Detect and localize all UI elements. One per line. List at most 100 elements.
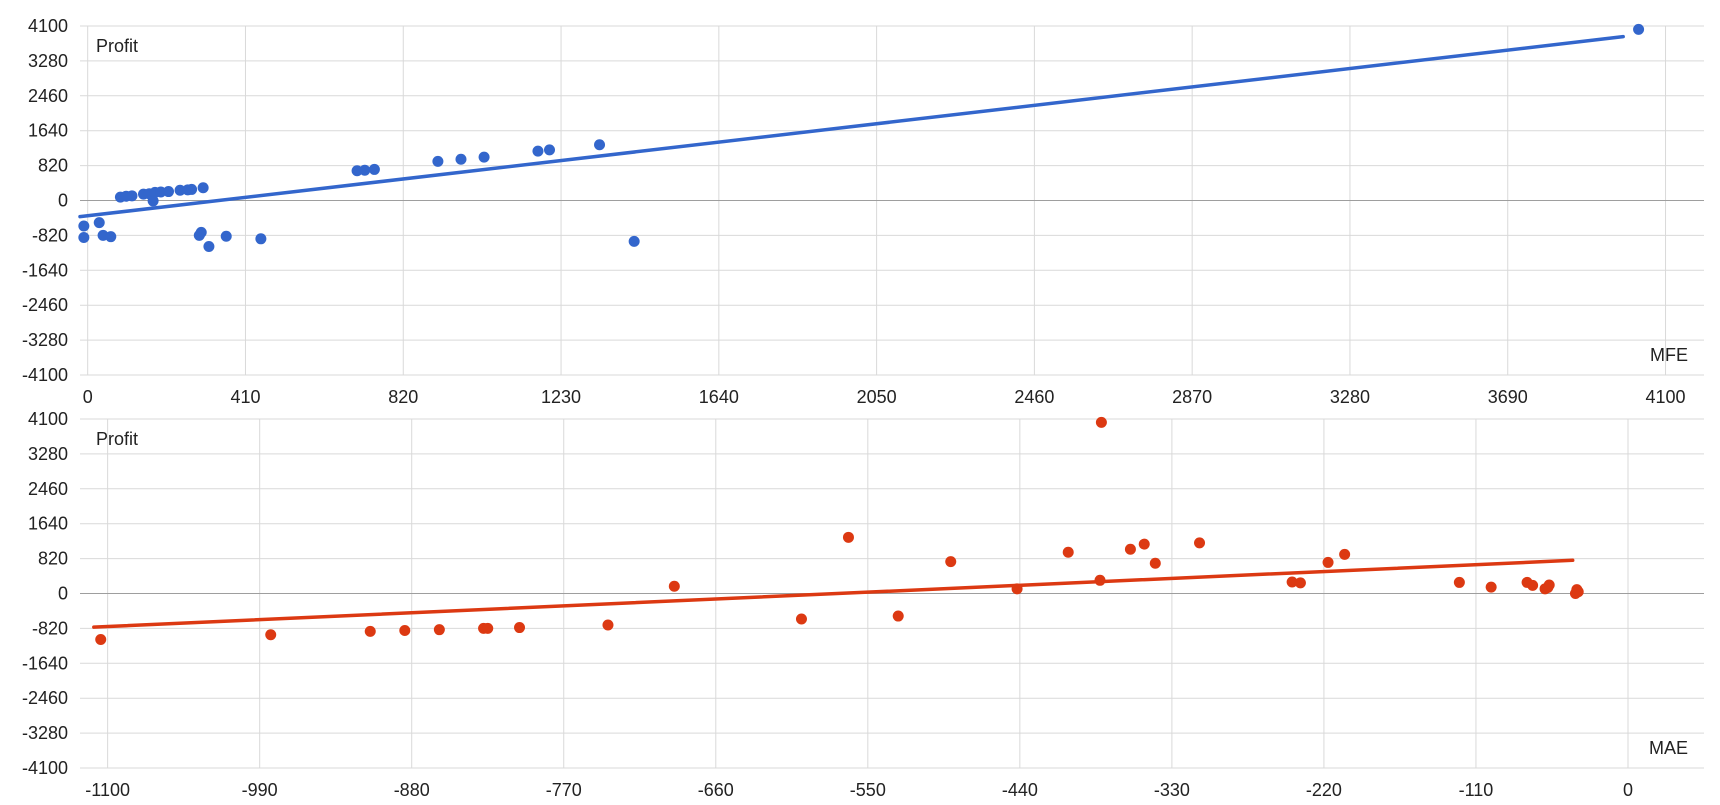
y-tick-label: 0 bbox=[58, 191, 68, 211]
x-tick-label: 410 bbox=[230, 387, 260, 407]
y-tick-label: 820 bbox=[38, 156, 68, 176]
x-tick-label: 0 bbox=[83, 387, 93, 407]
data-point bbox=[163, 186, 175, 198]
data-point bbox=[359, 164, 371, 176]
y-axis-label: Profit bbox=[96, 36, 138, 56]
data-point bbox=[193, 229, 205, 241]
x-tick-label: 3690 bbox=[1488, 387, 1528, 407]
x-tick-label: 2050 bbox=[857, 387, 897, 407]
data-point bbox=[1527, 579, 1539, 591]
y-tick-label: 1640 bbox=[28, 121, 68, 141]
data-point bbox=[455, 153, 467, 165]
x-tick-label: 1230 bbox=[541, 387, 581, 407]
data-point bbox=[842, 531, 854, 543]
data-point bbox=[478, 151, 490, 163]
x-tick-label: -770 bbox=[546, 780, 582, 800]
y-tick-label: 4100 bbox=[28, 409, 68, 429]
data-point bbox=[368, 163, 380, 175]
data-point bbox=[1138, 538, 1150, 550]
data-point bbox=[1543, 579, 1555, 591]
data-point bbox=[1149, 557, 1161, 569]
y-tick-label: 1640 bbox=[28, 514, 68, 534]
data-point bbox=[1124, 543, 1136, 555]
data-point bbox=[892, 610, 904, 622]
x-tick-label: -660 bbox=[698, 780, 734, 800]
data-point bbox=[93, 217, 105, 229]
data-point bbox=[126, 190, 138, 202]
y-tick-label: 3280 bbox=[28, 51, 68, 71]
x-tick-label: -330 bbox=[1154, 780, 1190, 800]
x-tick-label: -1100 bbox=[85, 780, 130, 800]
data-point bbox=[1339, 548, 1351, 560]
data-point bbox=[1095, 416, 1107, 428]
data-point bbox=[220, 230, 232, 242]
x-tick-label: 4100 bbox=[1645, 387, 1685, 407]
data-point bbox=[186, 183, 198, 195]
data-point bbox=[265, 629, 277, 641]
data-point bbox=[197, 182, 209, 194]
x-tick-label: 3280 bbox=[1330, 387, 1370, 407]
y-tick-label: -4100 bbox=[22, 365, 68, 385]
trendline bbox=[78, 34, 1625, 219]
data-point bbox=[203, 240, 215, 252]
data-point bbox=[602, 619, 614, 631]
data-point bbox=[432, 155, 444, 167]
x-tick-label: -220 bbox=[1306, 780, 1342, 800]
data-point bbox=[945, 556, 957, 568]
data-point bbox=[668, 580, 680, 592]
y-tick-label: 0 bbox=[58, 584, 68, 604]
data-point bbox=[1194, 537, 1206, 549]
trendline bbox=[92, 558, 1575, 629]
data-point bbox=[1633, 23, 1645, 35]
x-tick-label: -440 bbox=[1002, 780, 1038, 800]
data-point bbox=[1453, 576, 1465, 588]
y-tick-label: -3280 bbox=[22, 723, 68, 743]
chart-1: 0 410 820 1230 1640 2050 2460 2870 3280 3690 4100 4… bbox=[22, 16, 1704, 407]
data-point bbox=[105, 231, 117, 243]
y-tick-label: 2460 bbox=[28, 86, 68, 106]
data-point bbox=[1294, 577, 1306, 589]
x-axis-label: MFE bbox=[1650, 345, 1688, 365]
x-axis-label: MAE bbox=[1649, 738, 1688, 758]
y-tick-label: 820 bbox=[38, 549, 68, 569]
x-tick-label: 820 bbox=[388, 387, 418, 407]
x-tick-label: 2870 bbox=[1172, 387, 1212, 407]
y-tick-label: -2460 bbox=[22, 688, 68, 708]
y-axis-label: Profit bbox=[96, 429, 138, 449]
y-tick-label: -820 bbox=[32, 618, 68, 638]
data-point bbox=[78, 220, 90, 232]
data-point bbox=[399, 625, 411, 637]
data-point bbox=[628, 235, 640, 247]
y-tick-label: -820 bbox=[32, 225, 68, 245]
data-point bbox=[1011, 583, 1023, 595]
data-point bbox=[78, 232, 90, 244]
data-point bbox=[795, 613, 807, 625]
x-tick-label: -550 bbox=[850, 780, 886, 800]
y-tick-label: -4100 bbox=[22, 758, 68, 778]
data-point bbox=[1062, 546, 1074, 558]
data-point bbox=[364, 625, 376, 637]
y-tick-label: 2460 bbox=[28, 479, 68, 499]
data-point bbox=[482, 622, 494, 634]
data-point bbox=[1485, 581, 1497, 593]
data-point bbox=[433, 624, 445, 636]
y-tick-label: -3280 bbox=[22, 330, 68, 350]
data-point bbox=[1572, 586, 1584, 598]
data-point bbox=[95, 633, 107, 645]
y-tick-label: 3280 bbox=[28, 444, 68, 464]
data-point bbox=[255, 233, 267, 245]
y-tick-label: 4100 bbox=[28, 16, 68, 36]
y-tick-label: -2460 bbox=[22, 295, 68, 315]
x-tick-label: -110 bbox=[1459, 780, 1494, 800]
x-tick-label: -880 bbox=[394, 780, 430, 800]
data-point bbox=[594, 139, 606, 151]
y-tick-label: -1640 bbox=[22, 260, 68, 280]
data-point bbox=[1094, 574, 1106, 586]
x-tick-label: 1640 bbox=[699, 387, 739, 407]
x-tick-label: 0 bbox=[1623, 780, 1633, 800]
chart-2: -1100 -990 -880 -770 -660 -550 -440 -330 -220 -11… bbox=[22, 409, 1704, 800]
x-tick-label: -990 bbox=[242, 780, 278, 800]
y-tick-label: -1640 bbox=[22, 653, 68, 673]
x-tick-label: 2460 bbox=[1014, 387, 1054, 407]
